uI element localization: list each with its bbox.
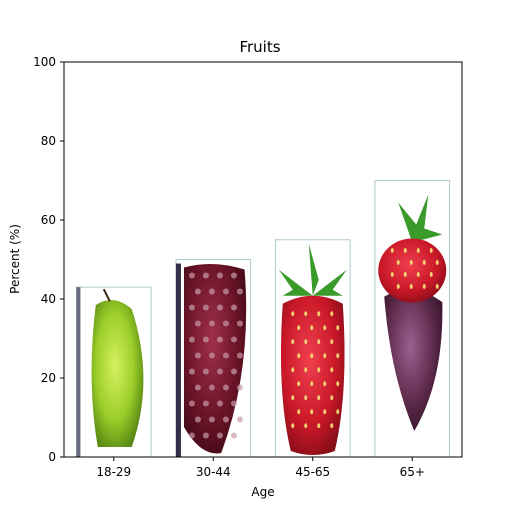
y-tick-label: 20 xyxy=(41,371,56,385)
bar-30-44 xyxy=(176,260,251,458)
x-axis-label: Age xyxy=(251,485,274,499)
y-tick-label: 100 xyxy=(33,55,56,69)
y-tick-label: 0 xyxy=(48,450,56,464)
y-axis: 0 20 40 60 80 100 xyxy=(33,55,64,464)
x-tick-label: 65+ xyxy=(400,465,425,479)
bar-65+ xyxy=(375,181,450,458)
x-tick-label: 30-44 xyxy=(196,465,231,479)
chart-title: Fruits xyxy=(239,38,280,56)
y-axis-label: Percent (%) xyxy=(8,224,22,294)
plot-area xyxy=(76,181,449,458)
y-tick-label: 80 xyxy=(41,134,56,148)
bar-45-65 xyxy=(275,240,350,457)
x-axis: 18-29 30-44 45-65 65+ xyxy=(96,457,425,479)
y-tick-label: 40 xyxy=(41,292,56,306)
x-tick-label: 18-29 xyxy=(96,465,131,479)
y-tick-label: 60 xyxy=(41,213,56,227)
bar-18-29 xyxy=(76,287,151,457)
x-tick-label: 45-65 xyxy=(295,465,330,479)
